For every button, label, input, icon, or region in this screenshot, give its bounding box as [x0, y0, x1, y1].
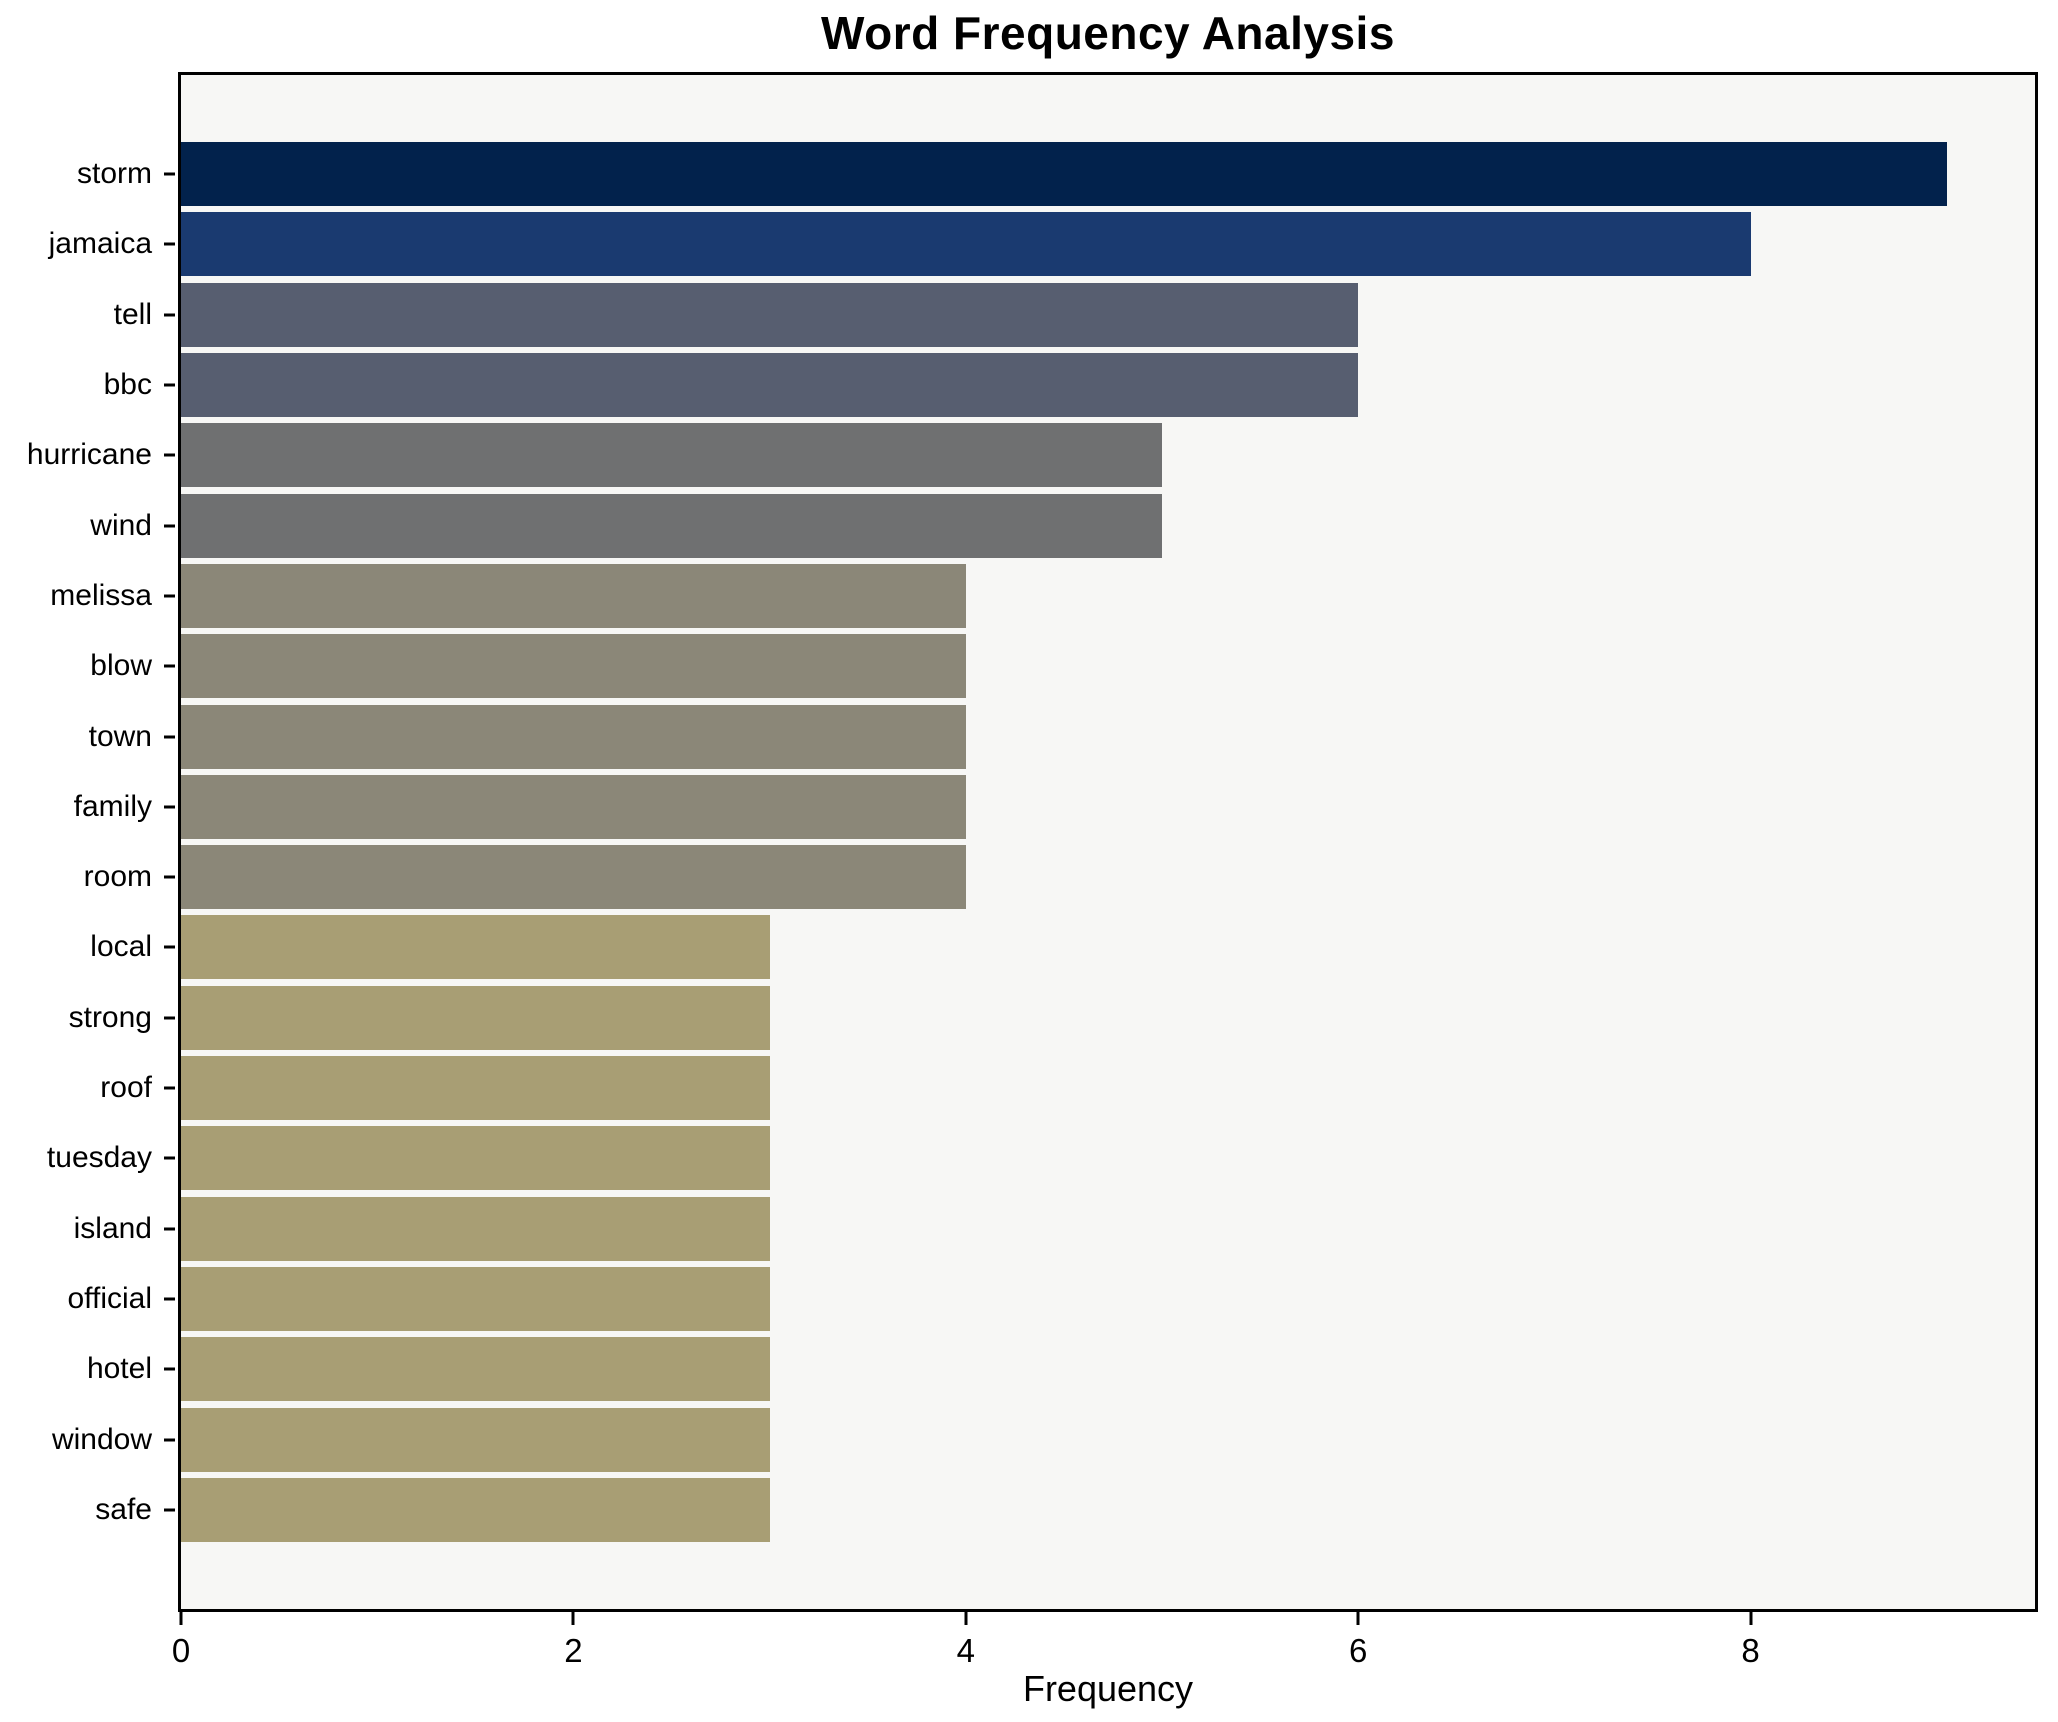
bar-jamaica: [181, 212, 1751, 277]
x-axis-label: Frequency: [1022, 1668, 1194, 1709]
y-tick-label-tuesday: tuesday: [46, 1141, 152, 1175]
x-axis: 0 2 4 6 8: [172, 1612, 2038, 1722]
y-tick-label-tell: tell: [113, 297, 152, 331]
y-tick-mark: [164, 1016, 175, 1020]
y-tick-label-room: room: [83, 860, 152, 894]
y-tick-label-wind: wind: [90, 508, 152, 542]
y-tick-label-safe: safe: [95, 1492, 152, 1526]
y-tick-label-roof: roof: [100, 1071, 152, 1105]
bar-blow: [181, 634, 966, 699]
y-tick-label-town: town: [88, 719, 152, 753]
bar-official: [181, 1266, 770, 1331]
y-tick-mark: [164, 383, 175, 387]
x-tick-mark: [1356, 1612, 1360, 1625]
x-tick-label-8: 8: [1741, 1632, 1760, 1669]
y-tick-mark: [164, 242, 175, 246]
y-tick-label-jamaica: jamaica: [48, 227, 152, 261]
bar-tell: [181, 282, 1359, 347]
bar-bbc: [181, 353, 1359, 418]
y-tick-label-official: official: [67, 1281, 153, 1315]
x-tick-label-0: 0: [171, 1632, 191, 1669]
y-tick-label-hurricane: hurricane: [26, 438, 152, 472]
y-tick-mark: [164, 172, 175, 176]
y-tick-label-bbc: bbc: [103, 368, 152, 402]
y-tick-mark: [164, 1297, 175, 1301]
x-tick-mark: [1749, 1612, 1753, 1625]
y-tick-mark: [164, 1367, 175, 1371]
y-tick-mark: [164, 735, 175, 739]
bar-storm: [181, 142, 1947, 207]
bar-tuesday: [181, 1126, 770, 1191]
bar-hotel: [181, 1337, 770, 1402]
bar-family: [181, 774, 966, 839]
bar-hurricane: [181, 423, 1162, 488]
y-tick-label-storm: storm: [77, 157, 152, 191]
y-tick-mark: [164, 1086, 175, 1090]
x-tick-label-4: 4: [956, 1632, 975, 1669]
bar-island: [181, 1196, 770, 1261]
y-tick-label-family: family: [73, 789, 152, 823]
x-tick-mark: [964, 1612, 968, 1625]
y-tick-mark: [164, 524, 175, 528]
y-tick-label-island: island: [73, 1211, 152, 1245]
y-tick-label-melissa: melissa: [50, 578, 152, 612]
bar-local: [181, 915, 770, 980]
bar-roof: [181, 1056, 770, 1121]
y-tick-mark: [164, 1227, 175, 1231]
y-tick-label-strong: strong: [68, 1000, 152, 1034]
y-tick-mark: [164, 1156, 175, 1160]
y-tick-label-blow: blow: [90, 649, 152, 683]
y-tick-mark: [164, 805, 175, 809]
bar-room: [181, 845, 966, 910]
y-tick-label-hotel: hotel: [86, 1352, 152, 1386]
y-tick-mark: [164, 313, 175, 317]
bar-melissa: [181, 563, 966, 628]
y-tick-mark: [164, 875, 175, 879]
y-tick-mark: [164, 453, 175, 457]
y-tick-label-local: local: [90, 930, 152, 964]
x-tick-mark: [571, 1612, 575, 1625]
bar-window: [181, 1407, 770, 1472]
y-tick-mark: [164, 594, 175, 598]
y-tick-mark: [164, 1508, 175, 1512]
x-tick-mark: [179, 1612, 183, 1625]
x-tick-label-6: 6: [1348, 1632, 1368, 1669]
y-tick-mark: [164, 1438, 175, 1442]
bar-safe: [181, 1477, 770, 1542]
bar-town: [181, 704, 966, 769]
y-tick-mark: [164, 664, 175, 668]
y-axis: storm jamaica tell bbc hurricane wind melissa b…: [0, 72, 178, 1612]
y-tick-mark: [164, 945, 175, 949]
x-tick-label-2: 2: [564, 1632, 583, 1669]
bar-wind: [181, 493, 1162, 558]
y-tick-label-window: window: [51, 1422, 152, 1456]
bar-strong: [181, 985, 770, 1050]
chart-title: Word Frequency Analysis: [821, 7, 1395, 59]
plot-area: [178, 72, 2038, 1612]
